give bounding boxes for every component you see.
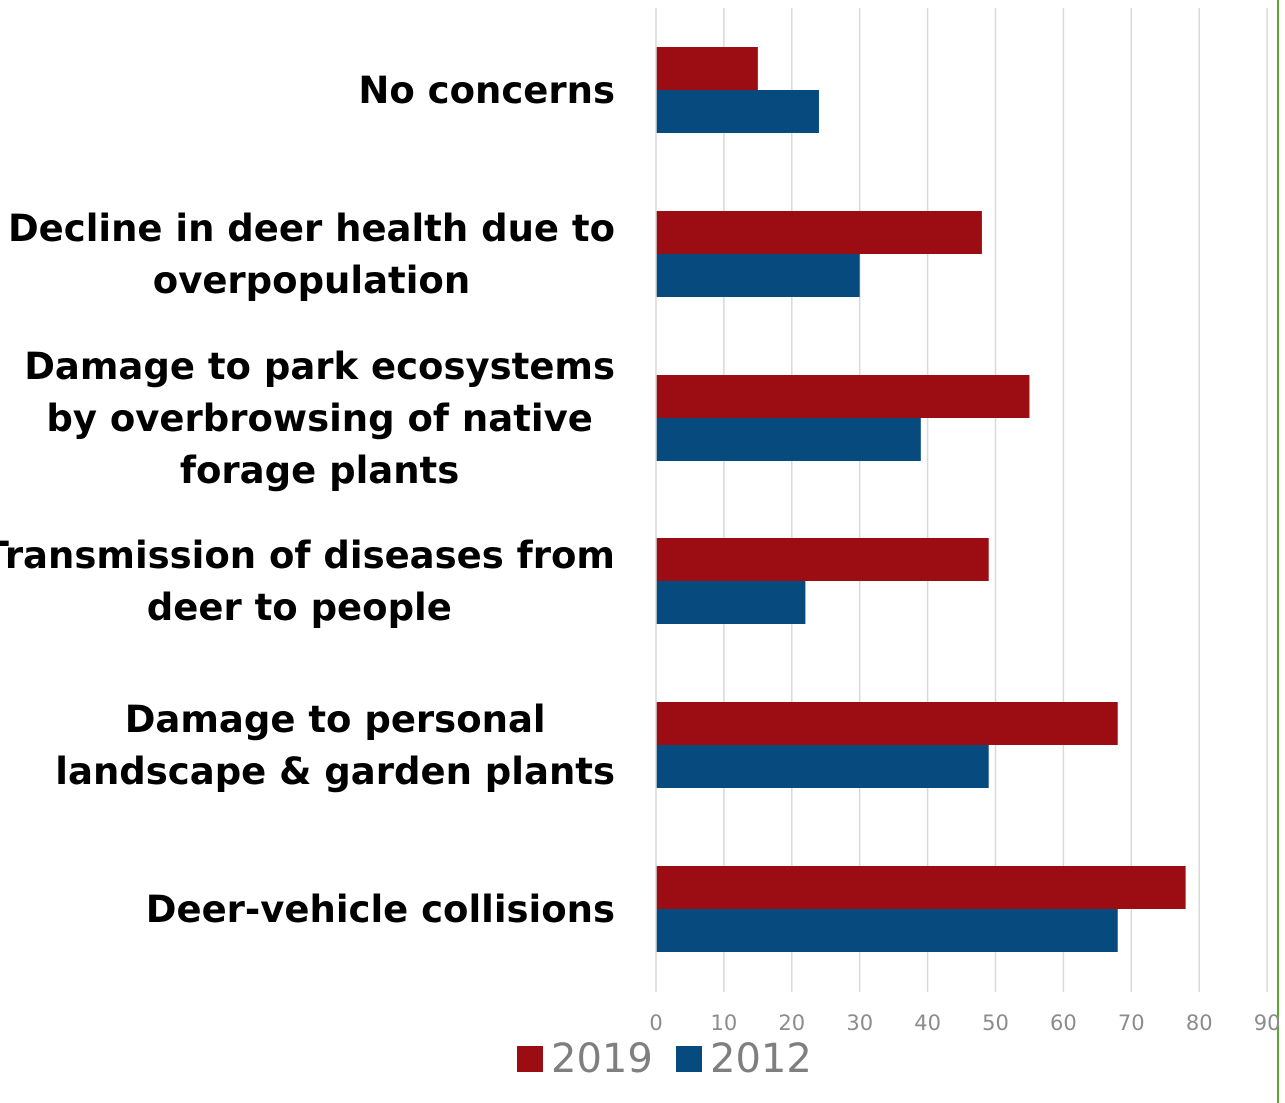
bars [655, 8, 1186, 992]
legend: 2019 2012 [517, 1036, 812, 1082]
x-tick-label-20: 20 [778, 1011, 805, 1035]
legend-label-2012: 2012 [710, 1036, 812, 1082]
bar-2012-deer-vehicle-collisions [656, 909, 1118, 952]
bar-2012-decline-in-deer-health-due-to-overpopulation [656, 254, 860, 297]
legend-swatch-2019 [517, 1046, 543, 1072]
gridlines [723, 8, 1268, 992]
category-label-no-concerns: No concerns [358, 69, 615, 112]
bar-2019-transmission-of-diseases-from-deer-to-people [656, 538, 989, 581]
legend-label-2019: 2019 [551, 1036, 653, 1082]
bar-2019-no-concerns [656, 47, 758, 90]
bar-2012-damage-to-park-ecosystems-by-overbrowsing-of-native-forage-plants [656, 418, 921, 461]
bar-2019-deer-vehicle-collisions [656, 866, 1186, 909]
x-tick-label-80: 80 [1186, 1011, 1213, 1035]
x-tick-label-70: 70 [1118, 1011, 1145, 1035]
bar-2019-damage-to-personal-landscape-and-garden-plants [656, 702, 1118, 745]
x-tick-label-0: 0 [649, 1011, 662, 1035]
x-tick-label-30: 30 [846, 1011, 873, 1035]
x-tick-label-90: 90 [1254, 1011, 1281, 1035]
category-label-damage-to-park-ecosystems-by-overbrowsing-of-native-forage-plants: Damage to park ecosystems by overbrowsing… [24, 345, 615, 492]
x-tick-label-10: 10 [711, 1011, 738, 1035]
bar-2019-decline-in-deer-health-due-to-overpopulation [656, 211, 982, 254]
x-tick-label-60: 60 [1050, 1011, 1077, 1035]
category-labels: No concerns Decline in deer health due to… [0, 69, 615, 931]
category-label-transmission-of-diseases-from-deer-to-people: Transmission of diseases from deer to peo… [0, 534, 615, 629]
x-tick-label-40: 40 [914, 1011, 941, 1035]
category-label-damage-to-personal-landscape-and-garden-plants: Damage to personal landscape & garden pla… [55, 698, 615, 793]
category-label-deer-vehicle-collisions: Deer-vehicle collisions [146, 888, 615, 931]
x-tick-label-50: 50 [982, 1011, 1009, 1035]
bar-2012-transmission-of-diseases-from-deer-to-people [656, 581, 806, 624]
category-label-decline-in-deer-health-due-to-overpopulation: Decline in deer health due to overpopulat… [8, 207, 615, 302]
bar-2019-damage-to-park-ecosystems-by-overbrowsing-of-native-forage-plants [656, 375, 1030, 418]
x-axis-ticks: 0 10 20 30 40 50 60 70 80 90 [649, 1011, 1280, 1035]
legend-swatch-2012 [676, 1046, 702, 1072]
bar-2012-damage-to-personal-landscape-and-garden-plants [656, 745, 989, 788]
bar-2012-no-concerns [656, 90, 819, 133]
